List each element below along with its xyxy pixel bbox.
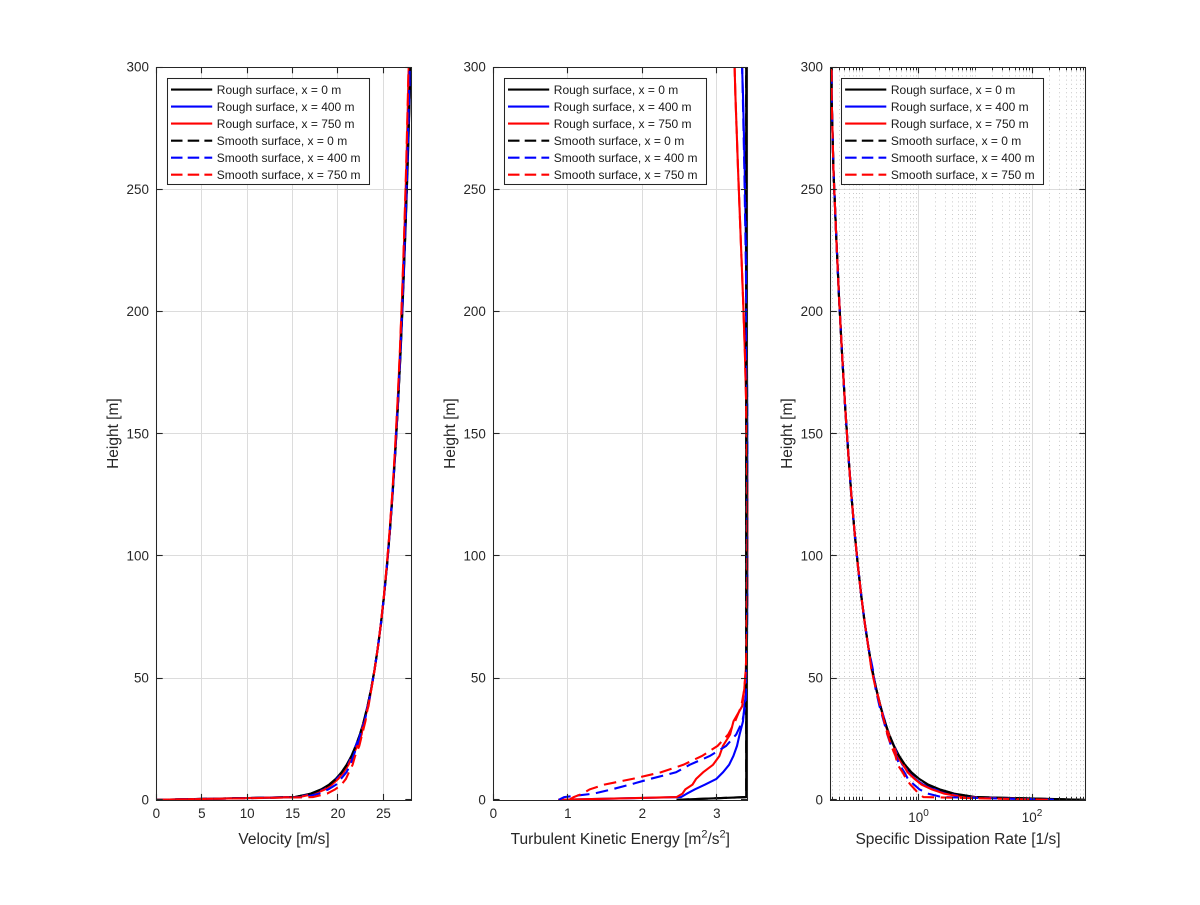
- svg-text:5: 5: [198, 806, 205, 821]
- svg-text:100: 100: [801, 549, 823, 564]
- svg-text:Smooth surface, x = 400 m: Smooth surface, x = 400 m: [554, 151, 698, 165]
- svg-text:300: 300: [463, 60, 485, 75]
- svg-text:10: 10: [240, 806, 255, 821]
- svg-text:0: 0: [816, 793, 823, 808]
- svg-text:Smooth surface, x = 750 m: Smooth surface, x = 750 m: [891, 168, 1035, 182]
- svg-text:Rough surface, x = 400 m: Rough surface, x = 400 m: [217, 100, 355, 114]
- svg-text:0: 0: [490, 806, 497, 821]
- svg-text:Turbulent Kinetic Energy [m2/s: Turbulent Kinetic Energy [m2/s2]: [511, 829, 730, 849]
- svg-text:3: 3: [713, 806, 720, 821]
- svg-text:Rough surface, x = 750 m: Rough surface, x = 750 m: [217, 117, 355, 131]
- svg-text:0: 0: [153, 806, 160, 821]
- svg-text:0: 0: [141, 793, 148, 808]
- svg-text:150: 150: [127, 426, 149, 441]
- svg-text:150: 150: [801, 426, 823, 441]
- svg-text:Specific Dissipation Rate [1/s: Specific Dissipation Rate [1/s]: [855, 831, 1060, 848]
- svg-text:300: 300: [127, 60, 149, 75]
- svg-text:50: 50: [808, 671, 823, 686]
- svg-text:Velocity [m/s]: Velocity [m/s]: [238, 831, 329, 848]
- svg-text:200: 200: [463, 304, 485, 319]
- svg-text:Height [m]: Height [m]: [442, 398, 459, 469]
- svg-text:Height [m]: Height [m]: [105, 398, 122, 469]
- svg-text:50: 50: [471, 671, 486, 686]
- svg-text:25: 25: [376, 806, 391, 821]
- svg-text:Rough surface, x = 750 m: Rough surface, x = 750 m: [554, 117, 692, 131]
- svg-text:Smooth surface, x = 750 m: Smooth surface, x = 750 m: [554, 168, 698, 182]
- svg-text:0: 0: [478, 793, 485, 808]
- svg-text:50: 50: [134, 671, 149, 686]
- svg-text:Rough surface, x = 0 m: Rough surface, x = 0 m: [891, 83, 1015, 97]
- svg-text:Rough surface, x = 0 m: Rough surface, x = 0 m: [554, 83, 678, 97]
- svg-text:Smooth surface, x = 400 m: Smooth surface, x = 400 m: [217, 151, 361, 165]
- svg-text:Smooth surface, x = 0 m: Smooth surface, x = 0 m: [217, 134, 347, 148]
- svg-text:2: 2: [639, 806, 646, 821]
- svg-text:Smooth surface, x = 0 m: Smooth surface, x = 0 m: [891, 134, 1021, 148]
- svg-text:Rough surface, x = 750 m: Rough surface, x = 750 m: [891, 117, 1029, 131]
- svg-text:150: 150: [463, 426, 485, 441]
- svg-text:Smooth surface, x = 400 m: Smooth surface, x = 400 m: [891, 151, 1035, 165]
- svg-text:200: 200: [801, 304, 823, 319]
- svg-text:250: 250: [463, 182, 485, 197]
- svg-text:100: 100: [463, 549, 485, 564]
- svg-text:250: 250: [127, 182, 149, 197]
- svg-text:Height [m]: Height [m]: [779, 398, 796, 469]
- svg-text:250: 250: [801, 182, 823, 197]
- svg-text:15: 15: [285, 806, 300, 821]
- svg-text:100: 100: [127, 549, 149, 564]
- svg-text:20: 20: [331, 806, 346, 821]
- svg-text:Smooth surface, x = 0 m: Smooth surface, x = 0 m: [554, 134, 684, 148]
- svg-text:300: 300: [801, 60, 823, 75]
- svg-text:Rough surface, x = 400 m: Rough surface, x = 400 m: [554, 100, 692, 114]
- svg-text:200: 200: [127, 304, 149, 319]
- svg-text:Rough surface, x = 0 m: Rough surface, x = 0 m: [217, 83, 341, 97]
- svg-text:Rough surface, x = 400 m: Rough surface, x = 400 m: [891, 100, 1029, 114]
- svg-text:1: 1: [564, 806, 571, 821]
- svg-text:Smooth surface, x = 750 m: Smooth surface, x = 750 m: [217, 168, 361, 182]
